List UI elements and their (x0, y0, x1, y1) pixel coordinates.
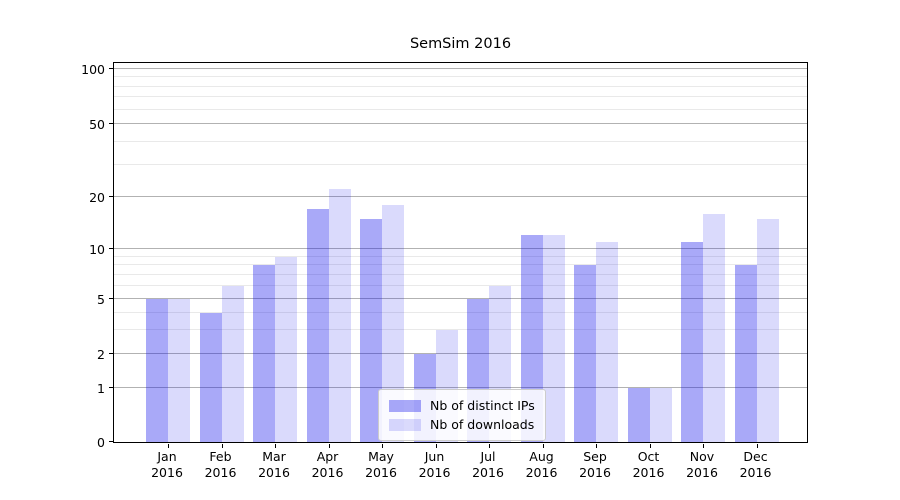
bar-downloads-sep (596, 241, 618, 442)
minor-gridline-4 (114, 311, 807, 313)
minor-gridline-70 (114, 96, 807, 98)
x-tick-label-jul: Jul 2016 (472, 449, 504, 480)
bar-ips-mar (253, 265, 275, 442)
minor-gridline-9 (114, 255, 807, 257)
minor-gridline-7 (114, 273, 807, 275)
legend-label-downloads: Nb of downloads (430, 417, 535, 432)
minor-gridline-90 (114, 76, 807, 78)
legend-item-distinct-ips: Nb of distinct IPs (389, 396, 537, 415)
major-gridline-100 (114, 68, 807, 70)
legend-swatch-distinct-ips (389, 399, 421, 412)
legend-label-distinct-ips: Nb of distinct IPs (430, 398, 535, 413)
x-tick-jul (489, 444, 490, 448)
bar-ips-nov (681, 241, 703, 442)
legend: Nb of distinct IPs Nb of downloads (378, 389, 546, 441)
chart-title: SemSim 2016 (409, 36, 512, 52)
plot-area (109, 62, 808, 448)
x-tick-mar (275, 444, 276, 448)
y-tick-label-10: 10 (89, 241, 105, 257)
y-tick-0 (109, 441, 113, 442)
bar-downloads-feb (221, 285, 244, 442)
x-tick-label-apr: Apr 2016 (311, 449, 344, 480)
x-tick-sep (596, 444, 597, 448)
x-tick-label-mar: Mar 2016 (258, 449, 290, 480)
bar-ips-may (360, 218, 382, 442)
bar-ips-oct (627, 387, 650, 442)
bar-downloads-apr (328, 189, 351, 442)
bar-ips-apr (306, 209, 329, 442)
x-tick-label-dec: Dec 2016 (739, 449, 772, 480)
x-tick-label-nov: Nov 2016 (686, 449, 718, 480)
y-tick-50 (109, 123, 113, 125)
y-tick-1 (109, 386, 113, 388)
x-tick-aug (542, 444, 544, 448)
y-tick-5 (109, 298, 113, 300)
minor-gridline-3 (114, 328, 807, 330)
y-tick-label-5: 5 (97, 292, 105, 308)
bar-downloads-nov (703, 213, 725, 442)
x-tick-label-may: May 2016 (365, 449, 397, 480)
bar-downloads-dec (756, 218, 779, 442)
bar-ips-jan (146, 299, 168, 442)
major-gridline-20 (114, 196, 807, 198)
x-tick-jun (435, 444, 437, 448)
major-gridline-10 (114, 248, 807, 249)
x-tick-dec (756, 444, 758, 448)
minor-gridline-8 (114, 264, 807, 266)
bar-ips-dec (734, 265, 757, 442)
x-tick-nov (703, 444, 704, 448)
legend-item-downloads: Nb of downloads (389, 415, 537, 434)
y-tick-label-20: 20 (89, 190, 105, 206)
y-tick-100 (109, 68, 113, 70)
bar-ips-feb (199, 312, 222, 442)
y-tick-label-50: 50 (89, 117, 105, 133)
y-tick-label-1: 1 (97, 380, 105, 396)
x-tick-label-sep: Sep 2016 (579, 449, 611, 480)
y-tick-10 (109, 248, 113, 249)
x-tick-feb (221, 444, 223, 448)
major-gridline-1 (114, 386, 807, 388)
y-tick-2 (109, 353, 113, 354)
x-tick-label-jan: Jan 2016 (151, 449, 183, 480)
minor-gridline-60 (114, 108, 807, 110)
x-tick-apr (328, 444, 330, 448)
y-tick-20 (109, 196, 113, 198)
bar-downloads-may (382, 204, 404, 442)
minor-gridline-40 (114, 140, 807, 142)
x-tick-jan (168, 444, 169, 448)
bar-downloads-oct (649, 387, 672, 442)
major-gridline-50 (114, 123, 807, 125)
x-tick-may (382, 444, 383, 448)
minor-gridline-6 (114, 284, 807, 286)
bar-ips-sep (574, 265, 596, 442)
bar-downloads-aug (542, 235, 565, 442)
minor-gridline-30 (114, 163, 807, 165)
x-tick-label-oct: Oct 2016 (632, 449, 665, 480)
major-gridline-2 (114, 353, 807, 354)
legend-swatch-downloads (389, 418, 421, 431)
x-tick-oct (649, 444, 651, 448)
bar-downloads-jan (168, 299, 190, 442)
x-tick-label-aug: Aug 2016 (525, 449, 558, 480)
minor-gridline-80 (114, 85, 807, 87)
bar-downloads-mar (275, 256, 297, 442)
y-tick-label-0: 0 (97, 435, 105, 450)
y-tick-label-2: 2 (97, 346, 105, 362)
y-tick-label-100: 100 (81, 62, 105, 77)
x-tick-label-feb: Feb 2016 (204, 449, 237, 480)
x-tick-label-jun: Jun 2016 (418, 449, 451, 480)
major-gridline-5 (114, 298, 807, 300)
